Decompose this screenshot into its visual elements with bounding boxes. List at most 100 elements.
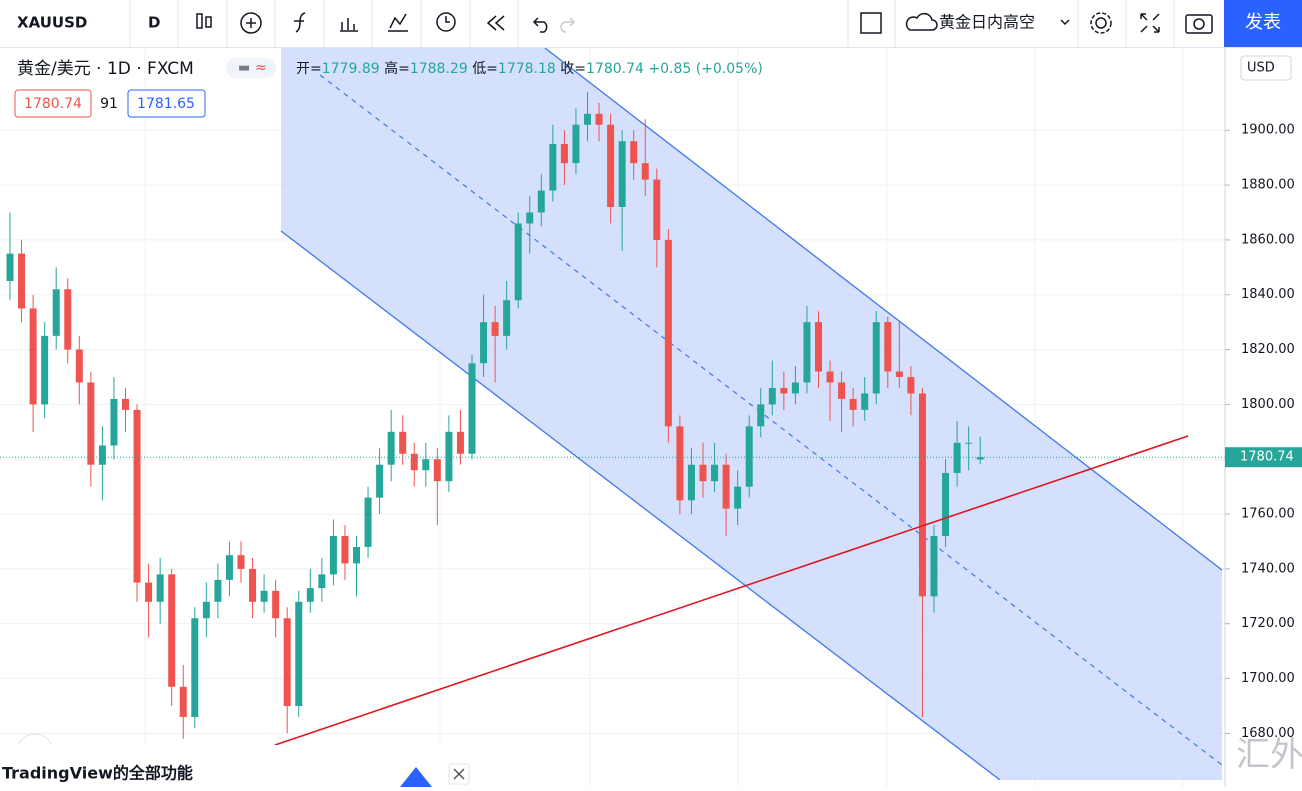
publish-label: 发表: [1245, 12, 1281, 33]
candle-body: [872, 322, 880, 394]
candle-body: [295, 601, 303, 706]
candle-body: [930, 536, 938, 597]
candle-body: [803, 322, 811, 383]
redo-icon[interactable]: [560, 17, 576, 33]
bid: 1780.74: [24, 96, 82, 112]
high-label: 高=: [384, 60, 410, 77]
candle-body: [815, 322, 822, 372]
banner-text: TradingView的全部功能: [2, 764, 193, 783]
candle-body: [456, 431, 464, 454]
channel-lower: [280, 230, 1001, 780]
price-axis: [1225, 48, 1302, 787]
layout-name[interactable]: 黄金日内高空: [939, 13, 1035, 32]
candle-body: [687, 464, 695, 501]
low-value: 1778.18: [498, 61, 556, 77]
candle-body: [537, 190, 545, 213]
candle-body: [64, 289, 72, 350]
candle-body: [641, 163, 649, 180]
y-tick-label: 1720.00: [1241, 616, 1295, 631]
candle-body: [584, 113, 591, 125]
candle-body: [191, 618, 199, 717]
candle-body: [145, 582, 153, 602]
candle-body: [376, 464, 384, 498]
candle-body: [560, 143, 568, 164]
symbol[interactable]: XAUUSD: [17, 14, 87, 32]
candle-body: [895, 371, 903, 377]
trend-line: [274, 435, 1189, 746]
candle-body: [480, 322, 488, 364]
candle-body: [791, 382, 799, 394]
candle-body: [711, 464, 719, 482]
candle-body: [676, 426, 684, 501]
candle-body: [306, 588, 314, 602]
candle-body: [214, 579, 222, 602]
candle-body: [653, 179, 661, 240]
candle-body: [110, 398, 118, 446]
currency-button[interactable]: [1240, 55, 1292, 81]
close-label: 收=: [560, 61, 586, 77]
candle-body: [353, 546, 360, 564]
candle-body: [52, 289, 60, 336]
candle-body: [75, 349, 83, 383]
candle-body: [237, 555, 245, 569]
publish-button[interactable]: [1224, 0, 1302, 47]
candle-body: [202, 601, 210, 619]
candle-body: [329, 536, 337, 575]
candle-body: [884, 322, 892, 372]
y-tick-label: 1840.00: [1241, 287, 1295, 302]
interval[interactable]: D: [148, 14, 160, 32]
candle-body: [87, 382, 95, 465]
watermark: 汇外网: [1236, 735, 1302, 775]
candle-body: [468, 363, 476, 454]
candle-body: [607, 124, 615, 208]
candle-body: [953, 442, 961, 473]
y-tick-label: 1820.00: [1241, 342, 1295, 357]
candle-body: [838, 382, 846, 399]
ask: 1781.65: [137, 96, 195, 112]
candles: [6, 91, 984, 739]
candle-body: [722, 464, 730, 509]
legend-toggle[interactable]: [226, 58, 276, 78]
channel-fill: [281, 48, 1222, 780]
legend-icon: ≈: [255, 60, 267, 76]
candle-body: [41, 335, 49, 405]
candle-body: [29, 308, 37, 405]
high-value: 1788.29: [410, 61, 468, 77]
candle-body: [422, 459, 430, 471]
y-tick-label: 1900.00: [1241, 123, 1295, 138]
bid-box[interactable]: [14, 89, 92, 118]
candle-body: [745, 426, 753, 487]
candle-body: [491, 322, 499, 336]
candle-body: [618, 141, 626, 208]
toolbar-icons[interactable]: [196, 12, 1213, 34]
candle-body: [387, 431, 395, 465]
low-label: 低=: [472, 61, 498, 77]
candle-body: [179, 686, 187, 717]
candle-body: [18, 253, 26, 309]
candle-body: [399, 431, 407, 454]
close-icon: [453, 768, 465, 780]
ask-box[interactable]: [127, 89, 206, 118]
candle-body: [225, 555, 233, 580]
ohlc-legend: 开=1779.89 高=1788.29 低=1778.18 收=1780.74 …: [296, 60, 763, 77]
candle-body: [318, 574, 326, 589]
banner-icon: [400, 767, 432, 787]
candle-body: [364, 497, 372, 547]
open-value: 1779.89: [322, 61, 380, 77]
candle-body: [249, 568, 257, 602]
y-tick-label: 1740.00: [1241, 561, 1295, 576]
y-tick-label: 1860.00: [1241, 232, 1295, 247]
y-tick-label: 1680.00: [1241, 726, 1295, 741]
candle-body: [549, 143, 557, 191]
channel-upper: [544, 48, 1223, 571]
last-price-box: [1225, 447, 1302, 468]
candle-body: [734, 486, 742, 509]
candle-body: [445, 431, 453, 482]
open-label: 开=: [296, 61, 322, 77]
candle-body: [664, 239, 672, 427]
drawings: [280, 48, 1223, 780]
candle-body: [260, 590, 268, 602]
y-tick-label: 1880.00: [1241, 178, 1295, 193]
candle-body: [595, 113, 603, 125]
y-tick-label: 1700.00: [1241, 671, 1295, 686]
